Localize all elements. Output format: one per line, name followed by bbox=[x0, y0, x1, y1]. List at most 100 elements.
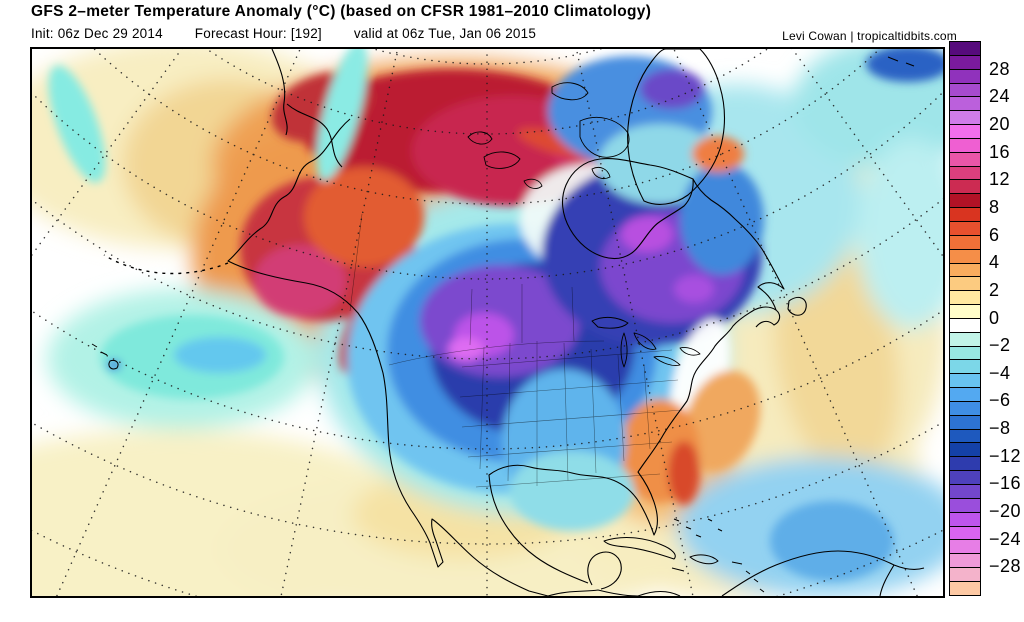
colorbar-scale bbox=[949, 41, 981, 596]
colorbar-cell bbox=[950, 291, 980, 306]
colorbar-cell bbox=[950, 401, 980, 416]
chart-title: GFS 2–meter Temperature Anomaly (°C) (ba… bbox=[31, 3, 652, 20]
colorbar-cell bbox=[950, 111, 980, 126]
colorbar-tick-label: 20 bbox=[989, 113, 1011, 134]
colorbar-tick-label: 28 bbox=[989, 58, 1011, 79]
colorbar-tick-label: −8 bbox=[989, 418, 1011, 439]
colorbar-cell bbox=[950, 374, 980, 389]
anomaly-region bbox=[254, 245, 346, 317]
anomaly-map bbox=[32, 49, 943, 596]
colorbar-cell bbox=[950, 554, 980, 569]
colorbar-tick-label: 0 bbox=[989, 307, 1000, 328]
colorbar-cell bbox=[950, 221, 980, 236]
anomaly-region bbox=[857, 139, 943, 329]
anomaly-region bbox=[640, 69, 704, 109]
colorbar-cell bbox=[950, 332, 980, 347]
colorbar-cell bbox=[950, 235, 980, 250]
map-frame bbox=[30, 47, 945, 598]
colorbar-cell bbox=[950, 69, 980, 84]
caribbean-islands bbox=[603, 518, 765, 593]
anomaly-region bbox=[866, 49, 943, 82]
coast-labrador bbox=[692, 178, 785, 311]
credit-text: Levi Cowan | tropicaltidbits.com bbox=[782, 29, 957, 43]
coast-south-america bbox=[721, 550, 925, 596]
colorbar-tick-label: 8 bbox=[989, 196, 1000, 217]
colorbar-tick-label: −20 bbox=[989, 501, 1022, 522]
anomaly-region bbox=[774, 240, 900, 478]
hudson-bay bbox=[561, 158, 694, 260]
colorbar-cell bbox=[950, 305, 980, 319]
coast-siberia bbox=[271, 49, 343, 168]
colorbar-cell bbox=[950, 443, 980, 458]
colorbar-cell bbox=[950, 360, 980, 375]
colorbar-cell bbox=[950, 263, 980, 278]
colorbar-tick-label: −16 bbox=[989, 473, 1022, 494]
colorbar-tick-label: 12 bbox=[989, 169, 1011, 190]
colorbar: 28 24 20 16 12 8 6 4 2 0 −2 −4 −6 −8 −12 −16 −20 −24 −28 bbox=[949, 41, 1024, 601]
colorbar-tick-label: 6 bbox=[989, 224, 1000, 245]
colorbar-cell bbox=[950, 208, 980, 222]
coast-gulf-eastcoast bbox=[488, 306, 781, 590]
colorbar-tick-label: −24 bbox=[989, 528, 1022, 549]
init-time: Init: 06z Dec 29 2014 bbox=[31, 26, 163, 41]
colorbar-tick-label: 24 bbox=[989, 86, 1011, 107]
islands-northeast bbox=[887, 56, 915, 67]
colorbar-cell bbox=[950, 512, 980, 527]
anomaly-region bbox=[621, 216, 673, 252]
colorbar-cell bbox=[950, 388, 980, 402]
coastlines bbox=[91, 49, 925, 596]
coast-alaska-westcoast bbox=[227, 118, 549, 596]
colorbar-cell bbox=[950, 526, 980, 541]
colorbar-cell bbox=[950, 249, 980, 264]
colorbar-tick-label: −4 bbox=[989, 362, 1011, 383]
colorbar-cell bbox=[950, 55, 980, 70]
colorbar-cell bbox=[950, 568, 980, 582]
state-borders bbox=[349, 213, 683, 488]
hawaii-islands bbox=[91, 343, 119, 370]
colorbar-cell bbox=[950, 457, 980, 472]
anomaly-region bbox=[448, 337, 484, 361]
colorbar-cell bbox=[950, 318, 980, 333]
colorbar-cell bbox=[950, 42, 980, 56]
coast-central-america bbox=[547, 589, 681, 596]
colorbar-tick-label: −6 bbox=[989, 390, 1011, 411]
colorbar-cell bbox=[950, 194, 980, 209]
colorbar-tick-label: −28 bbox=[989, 556, 1022, 577]
colorbar-tick-label: 16 bbox=[989, 141, 1011, 162]
aleutian-islands bbox=[103, 254, 229, 275]
colorbar-cell bbox=[950, 97, 980, 112]
run-info: Init: 06z Dec 29 2014 Forecast Hour: [19… bbox=[31, 26, 536, 41]
anomaly-region bbox=[510, 451, 634, 531]
colorbar-cell bbox=[950, 346, 980, 361]
valid-time: valid at 06z Tue, Jan 06 2015 bbox=[353, 26, 537, 41]
greenland bbox=[627, 49, 726, 205]
colorbar-cell bbox=[950, 166, 980, 181]
island-newfoundland bbox=[787, 296, 807, 316]
anomaly-region bbox=[674, 275, 714, 303]
colorbar-cell bbox=[950, 125, 980, 139]
anomaly-region bbox=[304, 167, 424, 267]
colorbar-tick-label: −12 bbox=[989, 445, 1022, 466]
colorbar-cell bbox=[950, 581, 980, 595]
forecast-hour: Forecast Hour: [192] bbox=[194, 26, 322, 41]
colorbar-cell bbox=[950, 138, 980, 153]
colorbar-tick-label: 4 bbox=[989, 252, 1000, 273]
colorbar-cell bbox=[950, 485, 980, 499]
anomaly-region bbox=[683, 370, 761, 472]
anomaly-region bbox=[48, 65, 106, 183]
colorbar-cell bbox=[950, 429, 980, 444]
anomaly-region bbox=[770, 501, 894, 581]
anomaly-region bbox=[174, 337, 266, 373]
colorbar-cell bbox=[950, 415, 980, 430]
colorbar-cell bbox=[950, 498, 980, 513]
graticule bbox=[32, 49, 943, 596]
colorbar-cell bbox=[950, 180, 980, 195]
colorbar-cell bbox=[950, 152, 980, 167]
colorbar-tick-label: −2 bbox=[989, 335, 1011, 356]
great-lakes bbox=[591, 316, 701, 368]
colorbar-cell bbox=[950, 471, 980, 485]
anomaly-region bbox=[668, 441, 700, 505]
arctic-islands bbox=[467, 82, 630, 189]
colorbar-tick-label: 2 bbox=[989, 279, 1000, 300]
